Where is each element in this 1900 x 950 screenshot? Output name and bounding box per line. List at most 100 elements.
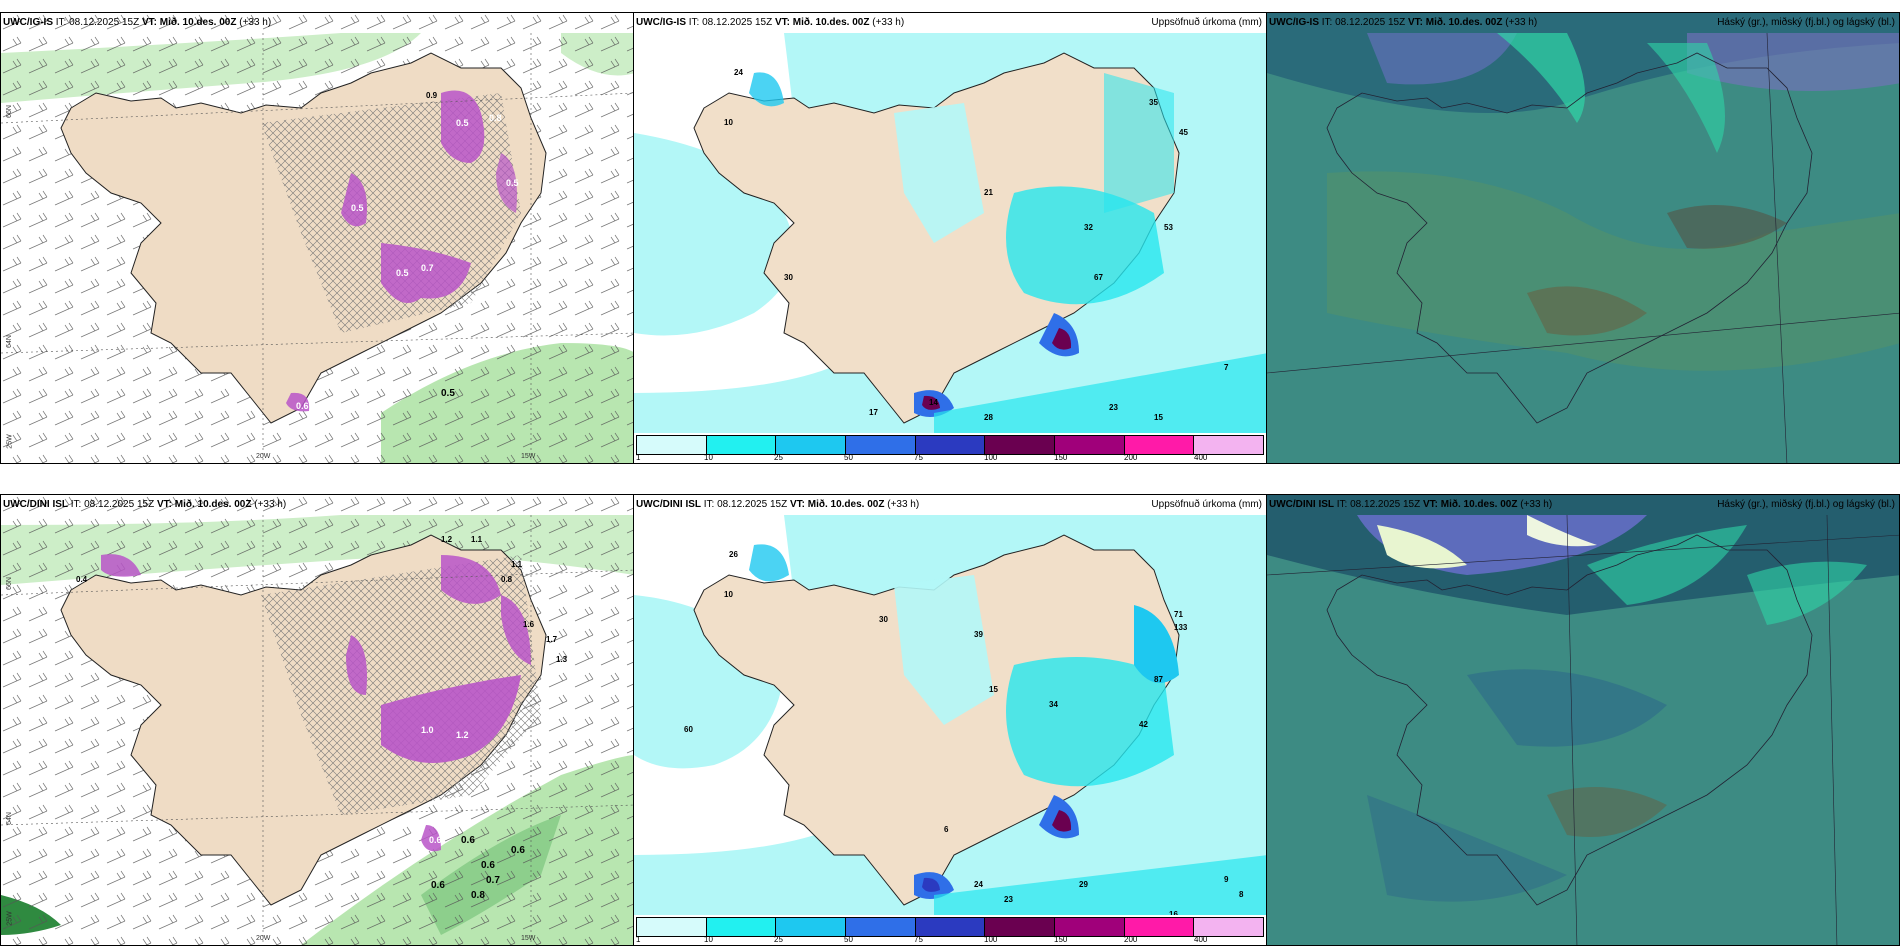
precip-value: 10 — [724, 118, 733, 127]
colorbar-cells — [636, 917, 1264, 937]
precip-value: 26 — [729, 550, 738, 559]
colorbar-tick: 100 — [984, 935, 998, 944]
colorbar: 1 10 25 50 75 100 150 200 400 — [634, 915, 1266, 945]
precip-value: 10 — [724, 590, 733, 599]
colorbar-tick: 200 — [1124, 453, 1138, 462]
snow-label: 1.3 — [556, 655, 568, 664]
snow-label: 0.8 — [489, 113, 502, 123]
colorbar-cell — [846, 918, 916, 936]
precip-value: 60 — [684, 725, 693, 734]
snow-label: 1.1 — [511, 560, 523, 569]
colorbar-tick: 50 — [844, 935, 853, 944]
lat-label-66n: 66N — [5, 105, 13, 118]
precip-value: 23 — [1004, 895, 1013, 904]
precip-value: 71 — [1174, 610, 1183, 619]
precip-value: 23 — [1109, 403, 1118, 412]
panel-header: UWC/DINI ISL IT: 08.12.2025 15Z VT: Mið.… — [3, 499, 287, 510]
colorbar-tick: 25 — [774, 935, 783, 944]
green-label: 0.6 — [481, 860, 495, 871]
panel-header: UWC/DINI ISL IT: 08.12.2025 15Z VT: Mið.… — [1269, 499, 1553, 510]
precip-value: 15 — [989, 685, 998, 694]
colorbar-tick: 400 — [1194, 935, 1208, 944]
precip-value: 29 — [1079, 880, 1088, 889]
colorbar-cell — [776, 436, 847, 454]
panel-bottom-wind: UWC/DINI ISL IT: 08.12.2025 15Z VT: Mið.… — [0, 494, 634, 946]
lon-label-15w: 15W — [521, 935, 536, 942]
colorbar-tick: 25 — [774, 453, 783, 462]
colorbar-tick: 1 — [636, 453, 641, 462]
precip-value: 53 — [1164, 223, 1173, 232]
lon-label-20w: 20W — [256, 453, 271, 460]
green-label: 0.6 — [461, 835, 475, 846]
colorbar-cell — [1055, 436, 1125, 454]
colorbar-cell — [846, 436, 916, 454]
colorbar-cells — [636, 435, 1264, 455]
colorbar-cell — [637, 918, 707, 936]
panel-header: UWC/IG-IS IT: 08.12.2025 15Z VT: Mið. 10… — [636, 17, 905, 28]
lon-label-15w: 15W — [521, 453, 536, 460]
cloud-map — [1267, 13, 1899, 463]
precip-value: 21 — [984, 188, 993, 197]
lon-label-20w: 20W — [256, 935, 271, 942]
panel-top-cloud: UWC/IG-IS IT: 08.12.2025 15Z VT: Mið. 10… — [1266, 12, 1900, 464]
precip-value: 15 — [1154, 413, 1163, 422]
snow-label: 0.5 — [351, 203, 364, 213]
colorbar-cell — [1194, 918, 1264, 936]
precip-value: 45 — [1179, 128, 1188, 137]
wind-map — [1, 13, 633, 463]
precip-value: 30 — [879, 615, 888, 624]
colorbar-cell — [637, 436, 707, 454]
panel-bottom-precip: UWC/DINI ISL IT: 08.12.2025 15Z VT: Mið.… — [633, 494, 1267, 946]
panel-bottom-cloud: UWC/DINI ISL IT: 08.12.2025 15Z VT: Mið.… — [1266, 494, 1900, 946]
precip-value: 133 — [1174, 623, 1188, 632]
colorbar-tick: 200 — [1124, 935, 1138, 944]
colorbar-tick: 100 — [984, 453, 998, 462]
colorbar-tick: 10 — [704, 935, 713, 944]
panel-top-precip: UWC/IG-IS IT: 08.12.2025 15Z VT: Mið. 10… — [633, 12, 1267, 464]
colorbar-tick: 75 — [914, 453, 923, 462]
lat-label-66n: 66N — [5, 577, 13, 590]
snow-label: 0.5 — [396, 268, 409, 278]
snow-label: 0.4 — [76, 575, 88, 584]
snow-label: 0.8 — [501, 575, 513, 584]
lon-label-25w: 25W — [6, 434, 14, 449]
panel-title: Háský (gr.), miðský (fj.bl.) og lágský (… — [1717, 499, 1895, 510]
snow-label: 1.1 — [471, 535, 483, 544]
snow-label: 0.6 — [296, 401, 309, 411]
green-label: 0.6 — [431, 880, 445, 891]
cloud-map — [1267, 495, 1899, 945]
precip-value: 32 — [1084, 223, 1093, 232]
precip-value: 34 — [1049, 700, 1058, 709]
snow-label: 0.5 — [506, 178, 519, 188]
colorbar-cell — [706, 918, 777, 936]
colorbar-cell — [915, 918, 986, 936]
lon-label-25w: 25W — [6, 911, 14, 926]
snow-label: 0.7 — [421, 263, 434, 273]
precip-value: 28 — [984, 413, 993, 422]
panel-header: UWC/IG-IS IT: 08.12.2025 15Z VT: Mið. 10… — [1269, 17, 1538, 28]
panel-header: UWC/DINI ISL IT: 08.12.2025 15Z VT: Mið.… — [636, 499, 920, 510]
colorbar-cell — [1124, 918, 1195, 936]
precip-value: 35 — [1149, 98, 1158, 107]
green-label: 0.6 — [511, 845, 525, 856]
panel-title: Uppsöfnuð úrkoma (mm) — [1151, 499, 1262, 510]
precip-value: 7 — [1224, 363, 1229, 372]
precip-value: 14 — [929, 398, 938, 407]
colorbar-cell — [985, 436, 1056, 454]
snow-label: 1.0 — [421, 725, 434, 735]
precip-value: 67 — [1094, 273, 1103, 282]
precip-map — [634, 495, 1266, 945]
colorbar-cell — [985, 918, 1056, 936]
snow-label: 1.2 — [441, 535, 453, 544]
colorbar-cell — [706, 436, 777, 454]
precip-value: 24 — [974, 880, 983, 889]
colorbar-cell — [1124, 436, 1195, 454]
colorbar-tick: 150 — [1054, 935, 1068, 944]
colorbar-tick: 1 — [636, 935, 641, 944]
colorbar-cell — [915, 436, 986, 454]
colorbar-cell — [1194, 436, 1264, 454]
precip-value: 87 — [1154, 675, 1163, 684]
precip-value: 17 — [869, 408, 878, 417]
colorbar-tick: 50 — [844, 453, 853, 462]
colorbar-tick: 10 — [704, 453, 713, 462]
